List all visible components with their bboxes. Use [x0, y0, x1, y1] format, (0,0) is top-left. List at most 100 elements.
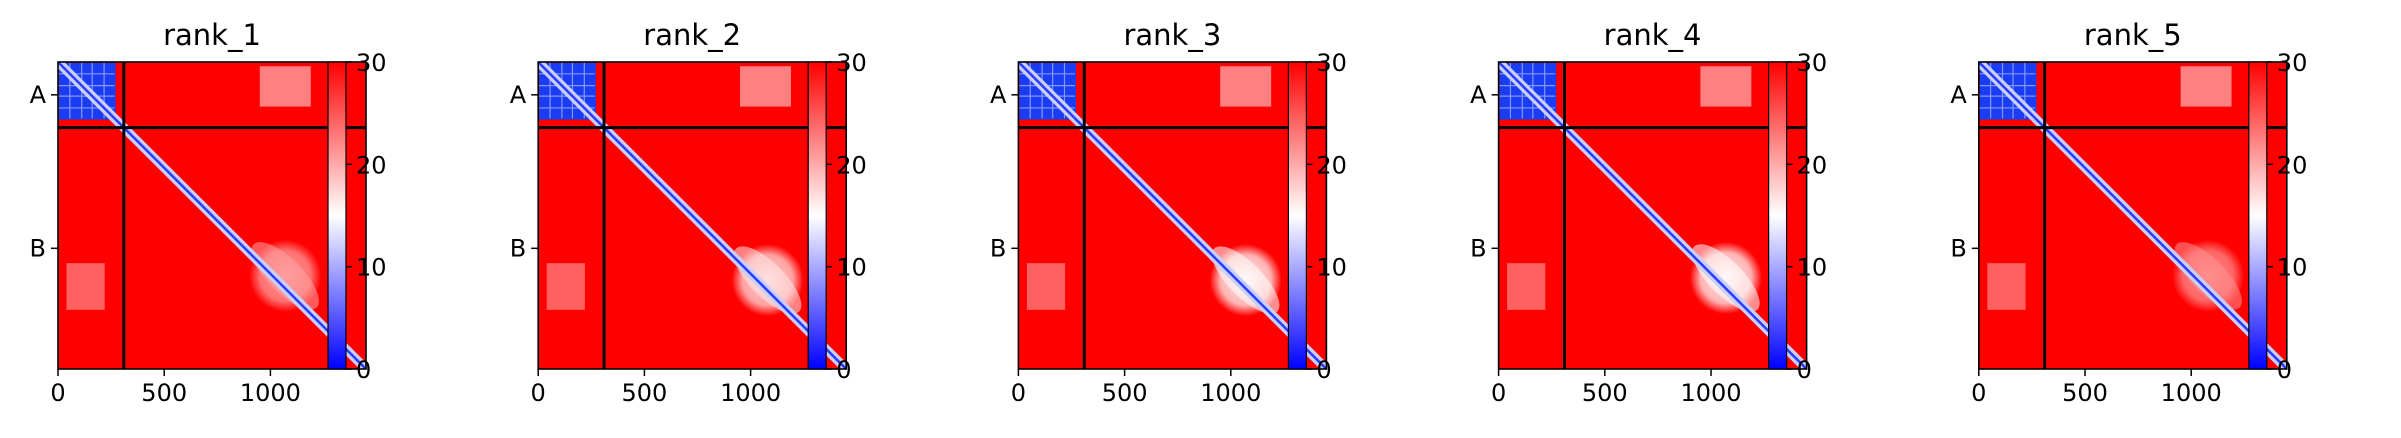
bb-lobe: [1209, 243, 1282, 317]
x-tick-label: 0: [50, 379, 65, 407]
ab-lobe: [1700, 66, 1752, 107]
colorbar-tick-label: 0: [1316, 356, 1331, 384]
x-tick-label: 1000: [1680, 379, 1741, 407]
x-tick-label: 500: [622, 379, 668, 407]
x-tick-label: 0: [531, 379, 546, 407]
colorbar-tick-label: 0: [1797, 356, 1812, 384]
colorbar-tick-label: 20: [2277, 151, 2308, 179]
y-tick-label: B: [510, 234, 526, 262]
panel-title: rank_1: [163, 18, 261, 52]
x-tick-label: 0: [1971, 379, 1986, 407]
diagonal-line: [1498, 62, 1807, 369]
plot-frame: [1978, 61, 2288, 370]
colorbar: [327, 61, 347, 370]
heatmap-cells: [58, 62, 366, 369]
colorbar-tick-label: 20: [356, 151, 387, 179]
ba-lobe: [66, 263, 105, 310]
heatmap-panel: rank_1 0 500 1000 A B 0 10 20 30: [30, 18, 387, 407]
y-tick-label: A: [990, 81, 1007, 109]
bb-lobe-core: [251, 242, 320, 310]
colorbar-tick-label: 0: [356, 356, 371, 384]
y-tick-label: B: [990, 234, 1006, 262]
y-tick-label: A: [1950, 81, 1967, 109]
heatmap-cells: [1498, 62, 1807, 369]
heatmap-panel: rank_2 0 500 1000 A B 0 10 20 30: [510, 18, 867, 407]
bb-lobe-shape: [2172, 239, 2245, 312]
plot-frame: [1017, 61, 1328, 370]
panel-title: rank_2: [643, 18, 741, 52]
ab-lobe: [739, 66, 791, 107]
colorbar-tick-label: 10: [1316, 254, 1347, 282]
ab-lobe: [1220, 66, 1272, 107]
colorbar-tick-label: 10: [836, 254, 867, 282]
bb-lobe-core: [2174, 242, 2242, 310]
colorbar-tick-label: 10: [2277, 254, 2308, 282]
colorbar-tick-label: 10: [1797, 254, 1828, 282]
y-tick-label: A: [1470, 81, 1487, 109]
colorbar-tick-label: 0: [2277, 356, 2292, 384]
bb-lobe-core: [1211, 246, 1280, 314]
colorbar-tick-label: 10: [356, 254, 387, 282]
panel-title: rank_3: [1123, 18, 1221, 52]
ba-lobe: [1987, 263, 2026, 310]
bb-lobe-core: [1692, 244, 1760, 312]
panel-title: rank_5: [2084, 18, 2182, 52]
x-tick-label: 500: [141, 379, 187, 407]
colorbar-tick-label: 30: [2277, 49, 2308, 77]
heatmap-cells: [1018, 62, 1327, 369]
diagonal-line: [538, 62, 847, 369]
x-tick-label: 500: [1582, 379, 1628, 407]
ab-lobe: [2180, 66, 2232, 107]
x-tick-label: 1000: [1200, 379, 1261, 407]
bb-lobe: [249, 239, 322, 312]
diagonal-line: [58, 62, 366, 369]
colorbar-tick-label: 20: [1797, 151, 1828, 179]
y-tick-label: A: [30, 81, 47, 109]
heatmap-panel: rank_4 0 500 1000 A B 0 10 20 30: [1470, 18, 1827, 407]
ba-lobe: [546, 263, 585, 310]
colorbar: [1767, 61, 1788, 370]
x-tick-label: 500: [2062, 379, 2108, 407]
x-tick-label: 1000: [720, 379, 781, 407]
heatmap-panel: rank_5 0 500 1000 A B 0 10 20 30: [1950, 18, 2307, 407]
ba-lobe: [1507, 263, 1546, 310]
colorbar-tick-label: 30: [1797, 49, 1828, 77]
colorbar: [1287, 61, 1308, 370]
y-tick-label: A: [510, 81, 527, 109]
x-tick-label: 500: [1102, 379, 1148, 407]
colorbar-tick-label: 20: [836, 151, 867, 179]
colorbar-tick-label: 0: [836, 356, 851, 384]
colorbar: [2248, 61, 2268, 370]
bb-lobe-core: [733, 246, 802, 314]
colorbar-tick-label: 20: [1316, 151, 1347, 179]
colorbar: [807, 61, 827, 370]
bb-lobe: [1689, 241, 1762, 315]
bb-lobe-shape: [731, 243, 804, 317]
colorbar-tick-label: 30: [356, 49, 387, 77]
heatmap-panel: rank_3 0 500 1000 A B 0 10 20 30: [990, 18, 1347, 407]
y-tick-label: B: [1470, 234, 1486, 262]
y-tick-label: B: [30, 234, 46, 262]
plot-frame: [537, 61, 848, 370]
bb-lobe-shape: [249, 239, 322, 312]
colorbar-tick-label: 30: [1316, 49, 1347, 77]
colorbar-tick-label: 30: [836, 49, 867, 77]
plot-frame: [57, 61, 367, 370]
heatmap-cells: [1978, 62, 2287, 369]
y-tick-label: B: [1950, 234, 1966, 262]
x-tick-label: 1000: [2161, 379, 2222, 407]
ab-lobe: [259, 66, 311, 107]
x-tick-label: 1000: [240, 379, 301, 407]
diagonal-line: [1018, 62, 1327, 369]
diagonal-line: [1978, 62, 2287, 369]
heatmap-cells: [538, 62, 847, 369]
panel-title: rank_4: [1604, 18, 1702, 52]
x-tick-label: 0: [1011, 379, 1026, 407]
x-tick-label: 0: [1491, 379, 1506, 407]
ba-lobe: [1026, 263, 1066, 310]
bb-lobe: [2172, 239, 2245, 312]
bb-lobe: [731, 243, 804, 317]
plot-frame: [1497, 61, 1808, 370]
